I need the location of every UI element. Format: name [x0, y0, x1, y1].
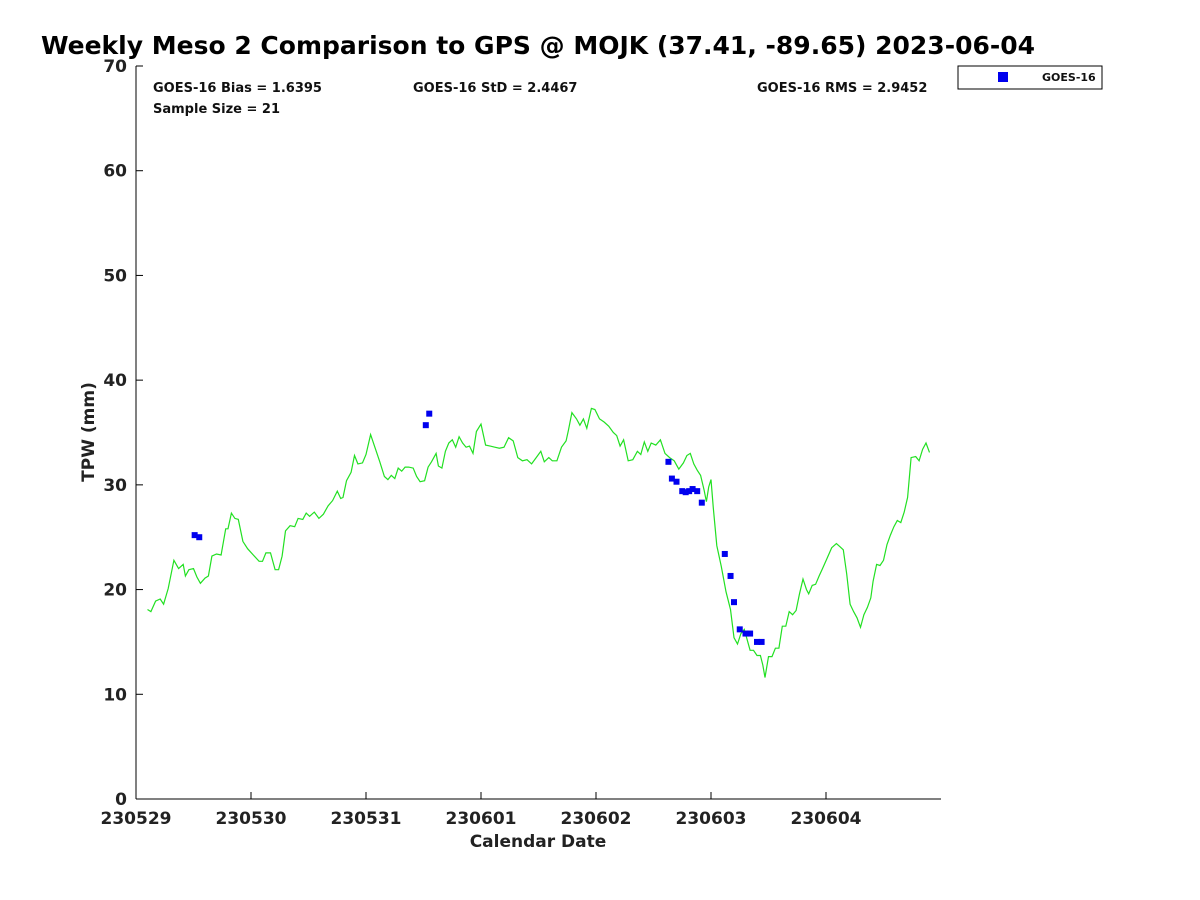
- goes16-point: [736, 626, 743, 633]
- x-tick-label: 230529: [101, 809, 172, 829]
- goes16-point: [742, 630, 749, 637]
- goes16-point: [196, 534, 203, 541]
- plot-area: [136, 66, 941, 799]
- goes16-point: [694, 488, 701, 495]
- x-ticks: 230529 230530 230531 230601 230602 230603 2306…: [101, 792, 862, 829]
- legend-label: GOES-16: [1042, 71, 1096, 84]
- y-tick-label: 60: [103, 162, 127, 182]
- goes16-point: [665, 458, 672, 465]
- y-tick-label: 0: [115, 790, 127, 810]
- x-tick-label: 230604: [791, 809, 862, 829]
- goes16-point: [426, 410, 433, 417]
- legend-box: [957, 65, 1103, 90]
- goes16-point: [668, 475, 675, 482]
- legend-marker: [998, 72, 1008, 82]
- y-ticks: 0 10 20 30 40 50 60 70: [103, 57, 143, 810]
- x-tick-label: 230531: [331, 809, 402, 829]
- y-tick-label: 50: [103, 266, 127, 286]
- x-tick-label: 230602: [561, 809, 632, 829]
- y-axis-label: TPW (mm): [79, 382, 99, 482]
- sample-size-stat: Sample Size = 21: [153, 102, 280, 117]
- y-tick-label: 40: [103, 371, 127, 391]
- std-stat: GOES-16 StD = 2.4467: [413, 81, 577, 96]
- gps-tpw-line: [147, 407, 931, 678]
- goes16-point: [698, 499, 705, 506]
- y-tick-label: 30: [103, 476, 127, 496]
- x-tick-label: 230601: [446, 809, 517, 829]
- goes16-point: [721, 550, 728, 557]
- goes16-point: [754, 638, 760, 645]
- goes16-point: [679, 488, 686, 495]
- goes16-point: [747, 630, 754, 637]
- goes16-point: [682, 489, 689, 496]
- goes16-point: [731, 599, 737, 606]
- x-tick-label: 230530: [216, 809, 287, 829]
- x-tick-label: 230603: [676, 809, 747, 829]
- goes16-point: [758, 638, 765, 645]
- goes16-point: [422, 422, 429, 429]
- goes16-point: [686, 488, 693, 495]
- series-layer: [147, 407, 931, 678]
- rms-stat: GOES-16 RMS = 2.9452: [757, 81, 927, 96]
- y-tick-label: 70: [103, 57, 127, 77]
- y-tick-label: 10: [103, 685, 127, 705]
- goes16-point: [727, 572, 734, 579]
- y-tick-label: 20: [103, 581, 127, 601]
- goes16-point: [689, 486, 696, 493]
- x-axis-label: Calendar Date: [470, 832, 607, 852]
- chart-title: Weekly Meso 2 Comparison to GPS @ MOJK (…: [41, 31, 1035, 60]
- legend: GOES-16: [957, 65, 1103, 90]
- goes16-point: [673, 478, 680, 485]
- bias-stat: GOES-16 Bias = 1.6395: [153, 81, 322, 96]
- goes16-point: [191, 532, 198, 539]
